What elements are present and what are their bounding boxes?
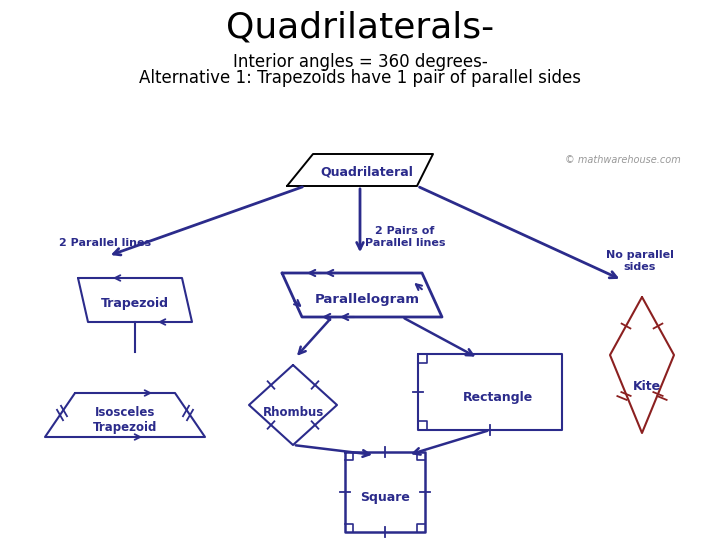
Text: No parallel
sides: No parallel sides bbox=[606, 251, 674, 272]
Text: Rhombus: Rhombus bbox=[262, 407, 323, 420]
Text: Quadrilateral: Quadrilateral bbox=[320, 165, 413, 179]
Text: Trapezoid: Trapezoid bbox=[101, 298, 169, 310]
Text: Kite: Kite bbox=[633, 381, 661, 394]
Text: Square: Square bbox=[360, 490, 410, 503]
Text: Quadrilaterals-: Quadrilaterals- bbox=[226, 11, 494, 45]
Text: Interior angles = 360 degrees-: Interior angles = 360 degrees- bbox=[233, 53, 487, 71]
Text: Isosceles
Trapezoid: Isosceles Trapezoid bbox=[93, 406, 157, 434]
Text: Parallelogram: Parallelogram bbox=[315, 293, 420, 306]
Text: 2 Pairs of
Parallel lines: 2 Pairs of Parallel lines bbox=[365, 226, 445, 248]
Text: © mathwarehouse.com: © mathwarehouse.com bbox=[565, 155, 680, 165]
Text: Alternative 1: Trapezoids have 1 pair of parallel sides: Alternative 1: Trapezoids have 1 pair of… bbox=[139, 69, 581, 87]
Text: 2 Parallel lines: 2 Parallel lines bbox=[59, 238, 151, 248]
Text: Rectangle: Rectangle bbox=[463, 390, 533, 403]
